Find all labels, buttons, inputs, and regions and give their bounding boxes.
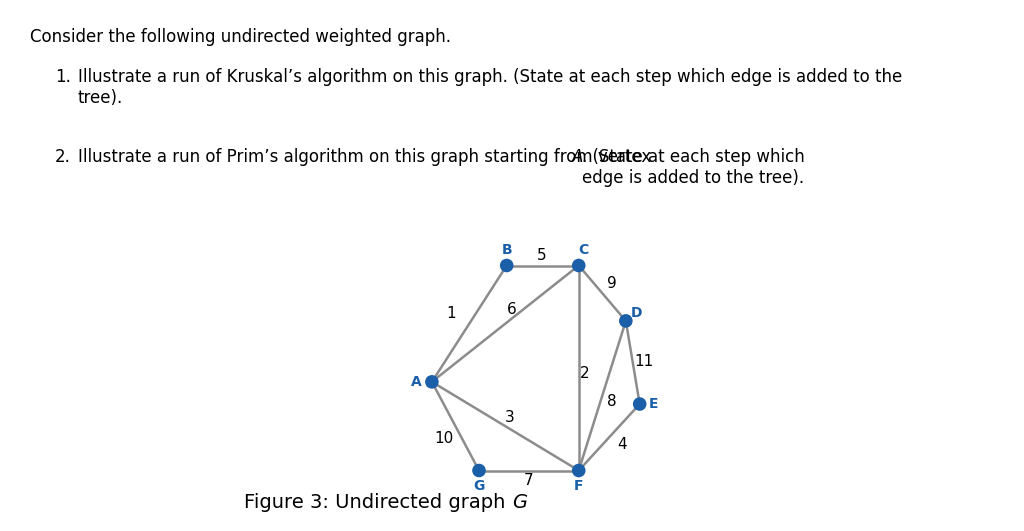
Text: A: A <box>412 375 422 389</box>
Text: 7: 7 <box>524 473 534 487</box>
Circle shape <box>473 465 485 477</box>
Text: 9: 9 <box>607 276 616 291</box>
Text: G: G <box>473 479 484 493</box>
Circle shape <box>572 260 585 271</box>
Text: Figure 3: Undirected graph: Figure 3: Undirected graph <box>245 493 512 512</box>
Circle shape <box>501 260 513 271</box>
Text: C: C <box>578 243 588 257</box>
Text: Illustrate a run of Prim’s algorithm on this graph starting from vertex: Illustrate a run of Prim’s algorithm on … <box>78 148 656 166</box>
Text: 4: 4 <box>616 436 627 452</box>
Text: 3: 3 <box>505 410 514 425</box>
Text: F: F <box>574 479 584 493</box>
Text: 1.: 1. <box>55 68 71 86</box>
Text: B: B <box>502 243 512 257</box>
Circle shape <box>572 465 585 477</box>
Circle shape <box>620 315 632 327</box>
Text: 5: 5 <box>537 249 546 263</box>
Text: Illustrate a run of Kruskal’s algorithm on this graph. (State at each step which: Illustrate a run of Kruskal’s algorithm … <box>78 68 902 107</box>
Text: A: A <box>572 148 584 166</box>
Text: 1: 1 <box>446 306 456 321</box>
Text: 10: 10 <box>435 431 454 446</box>
Circle shape <box>634 398 646 410</box>
Text: D: D <box>631 306 643 320</box>
Text: E: E <box>649 397 658 411</box>
Text: 2.: 2. <box>55 148 71 166</box>
Circle shape <box>426 376 438 388</box>
Text: 2: 2 <box>580 366 589 381</box>
Text: 11: 11 <box>634 354 653 369</box>
Text: G: G <box>512 493 527 512</box>
Text: . (State at each step which
edge is added to the tree).: . (State at each step which edge is adde… <box>582 148 805 187</box>
Text: 8: 8 <box>607 394 616 409</box>
Text: 6: 6 <box>507 302 517 318</box>
Text: Consider the following undirected weighted graph.: Consider the following undirected weight… <box>30 28 451 46</box>
